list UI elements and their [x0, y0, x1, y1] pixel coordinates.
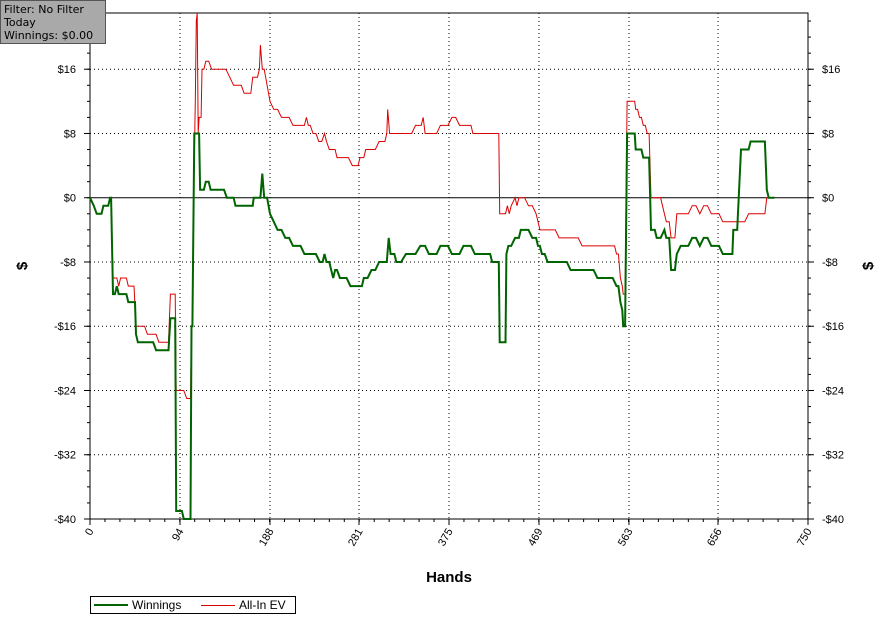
winnings-label: Winnings: $0.00 — [4, 29, 94, 42]
x-tick-label: 750 — [795, 527, 815, 549]
winnings-line — [89, 132, 775, 520]
y-tick-label-left: -$24 — [54, 385, 76, 397]
x-tick-label: 375 — [436, 527, 456, 549]
x-axis-label: Hands — [426, 569, 472, 586]
x-tick-label: 563 — [616, 527, 636, 549]
y-tick-label-right: $16 — [822, 64, 840, 76]
y-tick-label-right: -$8 — [822, 257, 838, 269]
series-lines — [89, 12, 775, 520]
x-tick-label: 188 — [257, 527, 277, 549]
y-tick-label-left: $8 — [64, 128, 76, 140]
y-axis-label-right: $ — [860, 261, 877, 270]
legend-item-allin-ev: All-In EV — [201, 598, 286, 612]
filter-info-box: Filter: No Filter Today Winnings: $0.00 — [0, 0, 106, 44]
chart-legend: Winnings All-In EV — [90, 596, 296, 614]
x-tick-label: 0 — [83, 527, 96, 538]
y-axis-label-left: $ — [14, 261, 31, 270]
legend-swatch-winnings — [94, 604, 128, 606]
axis-ticks — [84, 20, 814, 525]
y-tick-label-right: -$16 — [822, 321, 844, 333]
legend-swatch-allin-ev — [201, 604, 235, 606]
y-tick-label-right: -$24 — [822, 385, 844, 397]
legend-item-winnings: Winnings — [94, 598, 181, 612]
tick-labels: $16 $16 $8 $8 $0 $0 -$8 -$8 -$16 -$16 -$24 -$24 -$32… — [54, 64, 844, 548]
x-tick-label: 469 — [526, 527, 546, 549]
y-tick-label-right: $8 — [822, 128, 834, 140]
y-tick-label-left: -$32 — [54, 450, 76, 462]
legend-label-allin-ev: All-In EV — [239, 598, 286, 612]
x-tick-label: 94 — [170, 527, 187, 544]
legend-label-winnings: Winnings — [132, 598, 182, 612]
filter-label: Filter: No Filter — [4, 3, 84, 16]
x-tick-label: 281 — [346, 527, 366, 549]
period-label: Today — [4, 16, 36, 29]
y-tick-label-right: -$40 — [822, 514, 844, 526]
allin-ev-line — [89, 12, 775, 399]
y-tick-label-right: $0 — [822, 193, 834, 205]
y-tick-label-left: -$16 — [54, 321, 76, 333]
y-tick-label-left: -$8 — [60, 257, 76, 269]
y-tick-label-left: $16 — [58, 64, 76, 76]
y-tick-label-left: -$40 — [54, 514, 76, 526]
x-tick-label: 656 — [705, 527, 725, 549]
chart-grid — [90, 13, 808, 520]
y-tick-label-right: -$32 — [822, 450, 844, 462]
y-tick-label-left: $0 — [64, 193, 76, 205]
